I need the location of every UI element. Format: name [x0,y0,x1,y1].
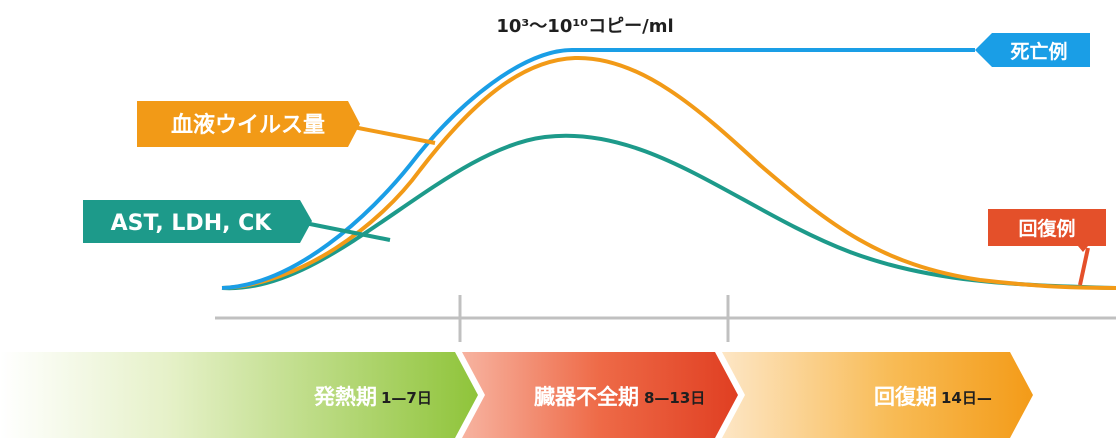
enzymes-label-bg [83,200,312,243]
recovery-label-bg [988,209,1106,252]
viral-load-label: 血液ウイルス量 [171,112,325,138]
recovery-label-box: 回復例 [988,209,1106,252]
recovery-leader [1078,247,1090,286]
phase-recovery-days: 14日— [941,389,992,407]
time-axis [215,295,1116,342]
death-label-box: 死亡例 [975,33,1090,67]
recovery-label: 回復例 [1018,217,1075,240]
phase-recovery-name: 回復期 [874,385,937,409]
leader-lines [299,124,1090,286]
viral-load-curve [221,55,1116,290]
phase-bar: 発熱期 1—7日 臓器不全期 8—13日 回復期 14日— [0,352,1033,438]
enzymes-label-box: AST, LDH, CK [83,200,312,243]
peak-label: 10³〜10¹⁰コピー/ml [496,16,673,37]
phase-recovery-arrow [722,352,1033,438]
phase-organ-days: 8—13日 [644,389,705,407]
phase-fever-name: 発熱期 [313,385,377,409]
death-curve [221,48,975,290]
viral-load-leader [347,124,436,145]
phase-organ-arrow [462,352,738,438]
phase-fever-arrow [0,352,478,438]
enzymes-curve [221,133,1116,291]
viral-load-label-bg [137,101,360,147]
enzymes-label: AST, LDH, CK [111,211,273,236]
phase-fever-days: 1—7日 [381,389,432,407]
death-label-bg [975,33,1090,67]
phase-organ-name: 臓器不全期 [534,385,639,409]
viral-load-label-box: 血液ウイルス量 [137,101,360,147]
death-label: 死亡例 [1010,40,1067,63]
curves [221,48,1116,291]
enzymes-leader [299,220,391,242]
